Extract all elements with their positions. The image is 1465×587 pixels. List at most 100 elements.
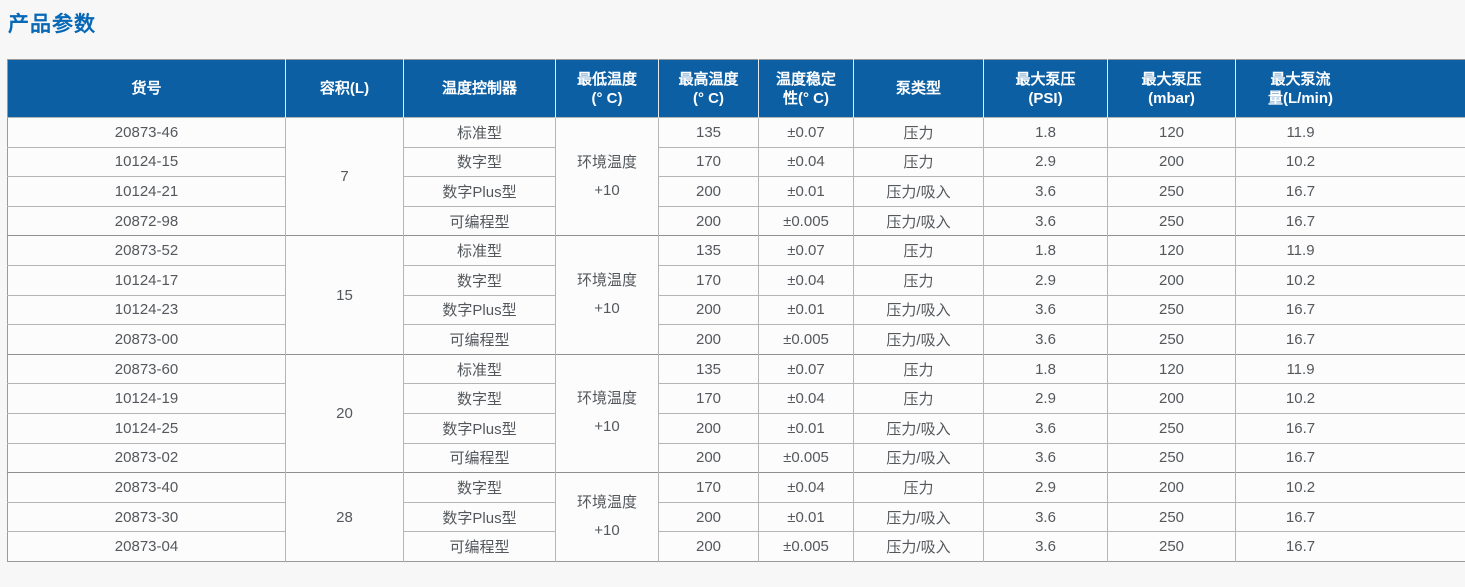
psi-cell: 3.6 bbox=[984, 325, 1108, 355]
max-temp-cell: 170 bbox=[659, 384, 759, 414]
pump-type-cell: 压力/吸入 bbox=[854, 295, 984, 325]
sku-cell: 10124-19 bbox=[8, 384, 286, 414]
flow-cell: 16.7 bbox=[1236, 295, 1465, 325]
flow-cell: 16.7 bbox=[1236, 206, 1465, 236]
sku-cell: 10124-23 bbox=[8, 295, 286, 325]
header-flow-line1: 最大泵流 bbox=[1236, 70, 1365, 89]
mbar-cell: 250 bbox=[1108, 502, 1236, 532]
controller-cell: 标准型 bbox=[404, 354, 556, 384]
sku-cell: 20873-02 bbox=[8, 443, 286, 473]
controller-cell: 数字型 bbox=[404, 147, 556, 177]
header-min-temp-line2: (° C) bbox=[556, 89, 658, 108]
header-row: 货号 容积(L) 温度控制器 最低温度(° C) 最高温度(° C) 温度稳定性… bbox=[8, 60, 1465, 118]
max-temp-cell: 200 bbox=[659, 206, 759, 236]
pump-type-cell: 压力 bbox=[854, 473, 984, 503]
controller-cell: 可编程型 bbox=[404, 532, 556, 562]
stability-cell: ±0.04 bbox=[759, 384, 854, 414]
pump-type-cell: 压力/吸入 bbox=[854, 502, 984, 532]
max-temp-cell: 135 bbox=[659, 236, 759, 266]
header-pump-type: 泵类型 bbox=[854, 60, 984, 118]
volume-cell: 7 bbox=[286, 118, 404, 236]
controller-cell: 可编程型 bbox=[404, 206, 556, 236]
table-row: 20873-00 可编程型 200 ±0.005 压力/吸入 3.6 250 1… bbox=[8, 325, 1465, 355]
header-max-temp-line2: (° C) bbox=[659, 89, 758, 108]
sku-cell: 10124-17 bbox=[8, 265, 286, 295]
table-row: 20873-02 可编程型 200 ±0.005 压力/吸入 3.6 250 1… bbox=[8, 443, 1465, 473]
pump-type-cell: 压力/吸入 bbox=[854, 532, 984, 562]
flow-cell: 16.7 bbox=[1236, 532, 1465, 562]
table-row: 10124-17 数字型 170 ±0.04 压力 2.9 200 10.2 bbox=[8, 265, 1465, 295]
max-temp-cell: 170 bbox=[659, 473, 759, 503]
stability-cell: ±0.005 bbox=[759, 325, 854, 355]
max-temp-cell: 135 bbox=[659, 354, 759, 384]
mbar-cell: 250 bbox=[1108, 532, 1236, 562]
mbar-cell: 200 bbox=[1108, 147, 1236, 177]
header-sku-label: 货号 bbox=[8, 79, 285, 98]
min-temp-cell: 环境温度+10 bbox=[556, 118, 659, 236]
table-row: 20873-46 7 标准型 环境温度+10 135 ±0.07 压力 1.8 … bbox=[8, 118, 1465, 148]
stability-cell: ±0.005 bbox=[759, 532, 854, 562]
psi-cell: 2.9 bbox=[984, 147, 1108, 177]
flow-cell: 16.7 bbox=[1236, 177, 1465, 207]
mbar-cell: 250 bbox=[1108, 177, 1236, 207]
table-body: 20873-46 7 标准型 环境温度+10 135 ±0.07 压力 1.8 … bbox=[8, 118, 1465, 562]
sku-cell: 20873-60 bbox=[8, 354, 286, 384]
flow-cell: 16.7 bbox=[1236, 502, 1465, 532]
table-row: 10124-23 数字Plus型 200 ±0.01 压力/吸入 3.6 250… bbox=[8, 295, 1465, 325]
sku-cell: 10124-21 bbox=[8, 177, 286, 207]
sku-cell: 20873-30 bbox=[8, 502, 286, 532]
table-row: 10124-15 数字型 170 ±0.04 压力 2.9 200 10.2 bbox=[8, 147, 1465, 177]
header-psi-line1: 最大泵压 bbox=[984, 70, 1107, 89]
max-temp-cell: 170 bbox=[659, 147, 759, 177]
pump-type-cell: 压力 bbox=[854, 236, 984, 266]
pump-type-cell: 压力 bbox=[854, 147, 984, 177]
mbar-cell: 250 bbox=[1108, 206, 1236, 236]
controller-cell: 可编程型 bbox=[404, 443, 556, 473]
table-row: 10124-25 数字Plus型 200 ±0.01 压力/吸入 3.6 250… bbox=[8, 413, 1465, 443]
psi-cell: 1.8 bbox=[984, 118, 1108, 148]
sku-cell: 20872-98 bbox=[8, 206, 286, 236]
sku-cell: 10124-25 bbox=[8, 413, 286, 443]
header-min-temp: 最低温度(° C) bbox=[556, 60, 659, 118]
pump-type-cell: 压力/吸入 bbox=[854, 443, 984, 473]
header-max-temp-line1: 最高温度 bbox=[659, 70, 758, 89]
psi-cell: 3.6 bbox=[984, 532, 1108, 562]
psi-cell: 3.6 bbox=[984, 177, 1108, 207]
stability-cell: ±0.07 bbox=[759, 236, 854, 266]
controller-cell: 数字型 bbox=[404, 384, 556, 414]
pump-type-cell: 压力/吸入 bbox=[854, 177, 984, 207]
psi-cell: 3.6 bbox=[984, 413, 1108, 443]
product-parameters-table: 货号 容积(L) 温度控制器 最低温度(° C) 最高温度(° C) 温度稳定性… bbox=[7, 59, 1465, 562]
max-temp-cell: 200 bbox=[659, 532, 759, 562]
flow-cell: 10.2 bbox=[1236, 265, 1465, 295]
header-psi-line2: (PSI) bbox=[984, 89, 1107, 108]
stability-cell: ±0.01 bbox=[759, 413, 854, 443]
min-temp-line1: 环境温度 bbox=[556, 385, 658, 413]
max-temp-cell: 200 bbox=[659, 443, 759, 473]
max-temp-cell: 200 bbox=[659, 502, 759, 532]
stability-cell: ±0.04 bbox=[759, 265, 854, 295]
flow-cell: 10.2 bbox=[1236, 473, 1465, 503]
flow-cell: 11.9 bbox=[1236, 354, 1465, 384]
psi-cell: 2.9 bbox=[984, 473, 1108, 503]
psi-cell: 3.6 bbox=[984, 502, 1108, 532]
mbar-cell: 250 bbox=[1108, 413, 1236, 443]
stability-cell: ±0.01 bbox=[759, 502, 854, 532]
min-temp-line1: 环境温度 bbox=[556, 489, 658, 517]
header-volume: 容积(L) bbox=[286, 60, 404, 118]
sku-cell: 10124-15 bbox=[8, 147, 286, 177]
header-sku: 货号 bbox=[8, 60, 286, 118]
header-mbar: 最大泵压(mbar) bbox=[1108, 60, 1236, 118]
max-temp-cell: 200 bbox=[659, 325, 759, 355]
table-row: 10124-21 数字Plus型 200 ±0.01 压力/吸入 3.6 250… bbox=[8, 177, 1465, 207]
volume-cell: 15 bbox=[286, 236, 404, 354]
table-row: 20873-30 数字Plus型 200 ±0.01 压力/吸入 3.6 250… bbox=[8, 502, 1465, 532]
min-temp-line1: 环境温度 bbox=[556, 267, 658, 295]
table-row: 20873-52 15 标准型 环境温度+10 135 ±0.07 压力 1.8… bbox=[8, 236, 1465, 266]
min-temp-cell: 环境温度+10 bbox=[556, 236, 659, 354]
table-row: 20872-98 可编程型 200 ±0.005 压力/吸入 3.6 250 1… bbox=[8, 206, 1465, 236]
header-psi: 最大泵压(PSI) bbox=[984, 60, 1108, 118]
header-stability: 温度稳定性(° C) bbox=[759, 60, 854, 118]
header-mbar-line2: (mbar) bbox=[1108, 89, 1235, 108]
controller-cell: 数字型 bbox=[404, 265, 556, 295]
